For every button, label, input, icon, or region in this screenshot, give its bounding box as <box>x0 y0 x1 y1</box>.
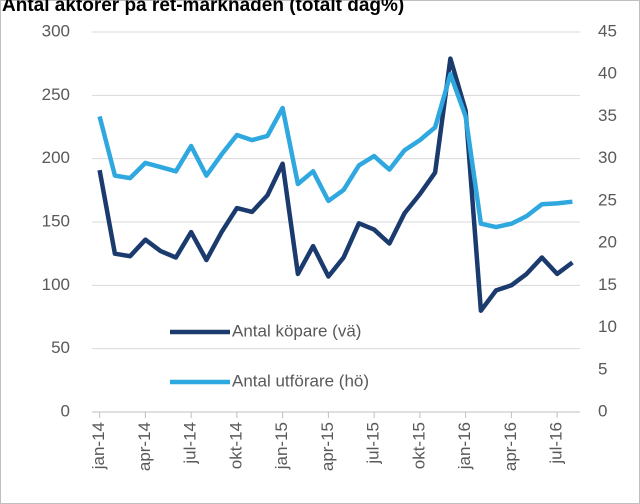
chart-title: Antal aktörer på ret-marknaden (totalt d… <box>2 0 404 16</box>
x-tick-label: apr-15 <box>318 422 337 471</box>
y-tick-label: 250 <box>42 85 70 104</box>
y2-tick-label: 0 <box>598 401 607 420</box>
x-tick-label: jul-16 <box>547 422 566 465</box>
x-tick-label: okt-14 <box>226 422 245 469</box>
y-tick-label: 200 <box>42 148 70 167</box>
y-tick-label: 100 <box>42 275 70 294</box>
x-tick-label: jan-16 <box>455 422 474 470</box>
y-tick-label: 50 <box>51 338 70 357</box>
series-line <box>97 71 573 230</box>
x-tick-label: jul-14 <box>181 422 200 465</box>
y-tick-label: 300 <box>42 21 70 40</box>
y2-tick-label: 25 <box>598 190 617 209</box>
x-tick-label: apr-14 <box>135 422 154 471</box>
y2-tick-label: 45 <box>598 21 617 40</box>
legend-label: Antal utförare (hö) <box>232 371 369 390</box>
y2-tick-label: 5 <box>598 359 607 378</box>
x-tick-label: apr-16 <box>501 422 520 471</box>
series-line <box>97 56 574 313</box>
x-tick-label: jan-15 <box>272 422 291 470</box>
y2-tick-label: 35 <box>598 106 617 125</box>
y-tick-label: 150 <box>42 211 70 230</box>
y2-tick-label: 40 <box>598 64 617 83</box>
legend-label: Antal köpare (vä) <box>232 321 361 340</box>
y2-tick-label: 20 <box>598 233 617 252</box>
x-tick-label: okt-15 <box>409 422 428 469</box>
y-tick-label: 0 <box>61 401 70 420</box>
y2-tick-label: 30 <box>598 148 617 167</box>
x-tick-label: jan-14 <box>89 422 108 470</box>
y2-tick-label: 15 <box>598 275 617 294</box>
y2-tick-label: 10 <box>598 317 617 336</box>
x-tick-label: jul-15 <box>364 422 383 465</box>
